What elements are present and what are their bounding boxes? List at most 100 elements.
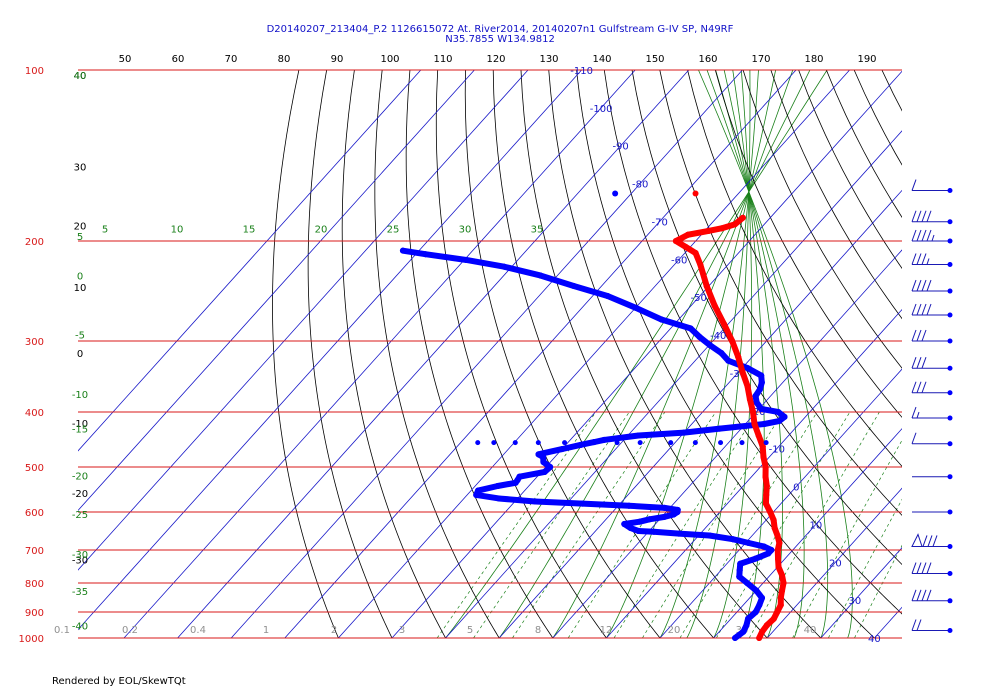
- mixing-ratio-label: 0.1: [54, 625, 70, 636]
- dry-adiabat: [770, 70, 902, 320]
- dewpoint-profile-segment: [422, 251, 470, 263]
- dry-adiabat: [464, 70, 661, 638]
- moist-adiabat-top-label: 25: [387, 225, 400, 236]
- dewpoint-tail-point: [562, 440, 568, 446]
- moist-adiabat-top-label: 35: [531, 225, 544, 236]
- dewpoint-tail-point: [475, 440, 481, 446]
- top-theta-label: 80: [278, 54, 291, 65]
- isotherm: [659, 368, 902, 638]
- dry-adiabat: [492, 70, 714, 638]
- top-theta-label: 150: [645, 54, 664, 65]
- dewpoint-profile-segment: [625, 502, 668, 511]
- moist-adiabat: [606, 70, 777, 638]
- isotherm-label: -70: [652, 217, 668, 228]
- mixing-ratio-label: 3: [399, 625, 405, 636]
- wind-barb: [911, 253, 953, 267]
- wind-barb: [911, 279, 953, 294]
- dry-adiabat: [798, 70, 902, 270]
- dewpoint-profile-segment: [675, 530, 713, 539]
- wind-barb: [912, 474, 953, 480]
- mixing-ratio-label: 5: [467, 625, 473, 636]
- dry-adiabat: [687, 70, 902, 467]
- isotherm: [874, 606, 902, 638]
- dry-adiabat: [937, 70, 1000, 638]
- dewpoint-profile-segment: [658, 316, 694, 332]
- temperature-profile-segment: [720, 320, 736, 345]
- dewpoint-profile-segment: [495, 495, 539, 505]
- isotherm: [123, 70, 636, 638]
- wind-barb: [911, 533, 953, 549]
- pressure-label: 100: [25, 66, 44, 77]
- pressure-label: 600: [25, 508, 44, 519]
- wind-barbs: [911, 179, 953, 633]
- isotherm: [552, 249, 902, 638]
- marker: [612, 190, 619, 197]
- mixing-ratio-label: 20: [668, 625, 681, 636]
- pressure-label: 400: [25, 408, 44, 419]
- moist-adiabat-label: 0: [77, 271, 83, 282]
- dewpoint-profile-segment: [532, 498, 586, 507]
- mixing-ratio-line: [854, 544, 902, 638]
- isotherm: [78, 70, 582, 631]
- dry-adiabat: [405, 70, 554, 638]
- dewpoint-tail-point: [587, 440, 593, 446]
- isotherm: [445, 130, 902, 638]
- isotherm-label: -60: [671, 255, 687, 266]
- isotherm: [78, 70, 529, 571]
- isotherm: [713, 428, 902, 638]
- moist-adiabat: [715, 70, 805, 638]
- dewpoint-profile-segment: [473, 491, 502, 502]
- top-theta-label: 130: [539, 54, 558, 65]
- pressure-label: 700: [25, 546, 44, 557]
- moist-adiabat: [659, 70, 759, 638]
- mixing-ratio-label: 1: [263, 625, 269, 636]
- mixing-ratio-label: 8: [535, 625, 541, 636]
- top-theta-label: 160: [698, 54, 717, 65]
- temperature-profile-segment: [684, 227, 712, 238]
- temperature-profile-segment: [711, 302, 727, 327]
- isotherm: [498, 189, 902, 638]
- dry-adiabat: [881, 70, 902, 112]
- left-temp-label: -20: [72, 489, 88, 500]
- moist-adiabat-top-label: 20: [315, 225, 328, 236]
- wind-barb: [911, 381, 953, 396]
- pressure-label: 900: [25, 608, 44, 619]
- top-theta-label: 190: [857, 54, 876, 65]
- dewpoint-profile-segment: [706, 532, 736, 543]
- isotherm: [606, 308, 902, 638]
- dry-adiabat: [659, 70, 902, 516]
- mixing-ratio-label: 2: [331, 625, 337, 636]
- left-temp-label: 10: [74, 283, 87, 294]
- isotherm-label: -90: [612, 142, 628, 153]
- left-temp-label: 40: [74, 71, 87, 82]
- dewpoint-profile: [399, 247, 788, 641]
- left-temp-label: -30: [72, 555, 88, 566]
- isotherm: [177, 70, 690, 638]
- dry-adiabat: [307, 70, 393, 638]
- top-theta-label: 180: [804, 54, 823, 65]
- dry-adiabat: [341, 70, 446, 638]
- isotherm: [928, 70, 1000, 638]
- dry-adiabat: [435, 70, 607, 638]
- dewpoint-profile-segment: [399, 247, 429, 258]
- wind-barb: [911, 589, 953, 604]
- left-temp-label: 30: [74, 163, 87, 174]
- top-theta-label: 100: [380, 54, 399, 65]
- top-theta-label: 60: [172, 54, 185, 65]
- isotherm-label: -80: [632, 180, 648, 191]
- isotherm: [78, 70, 422, 452]
- dewpoint-profile-segment: [494, 479, 519, 489]
- dewpoint-profile-segment: [601, 432, 642, 443]
- mixing-ratio-label: 0.4: [190, 625, 206, 636]
- isotherm-label: -10: [769, 445, 785, 456]
- left-temp-label: 20: [74, 222, 87, 233]
- moist-adiabat: [552, 70, 794, 638]
- moist-adiabat-label: -10: [72, 390, 88, 401]
- dry-adiabat: [965, 70, 1000, 638]
- temperature-profile-segment: [703, 282, 718, 309]
- pressure-label: 800: [25, 579, 44, 590]
- moist-adiabat-label: -35: [72, 587, 88, 598]
- wind-barb: [911, 432, 953, 447]
- wind-barb: [911, 179, 953, 194]
